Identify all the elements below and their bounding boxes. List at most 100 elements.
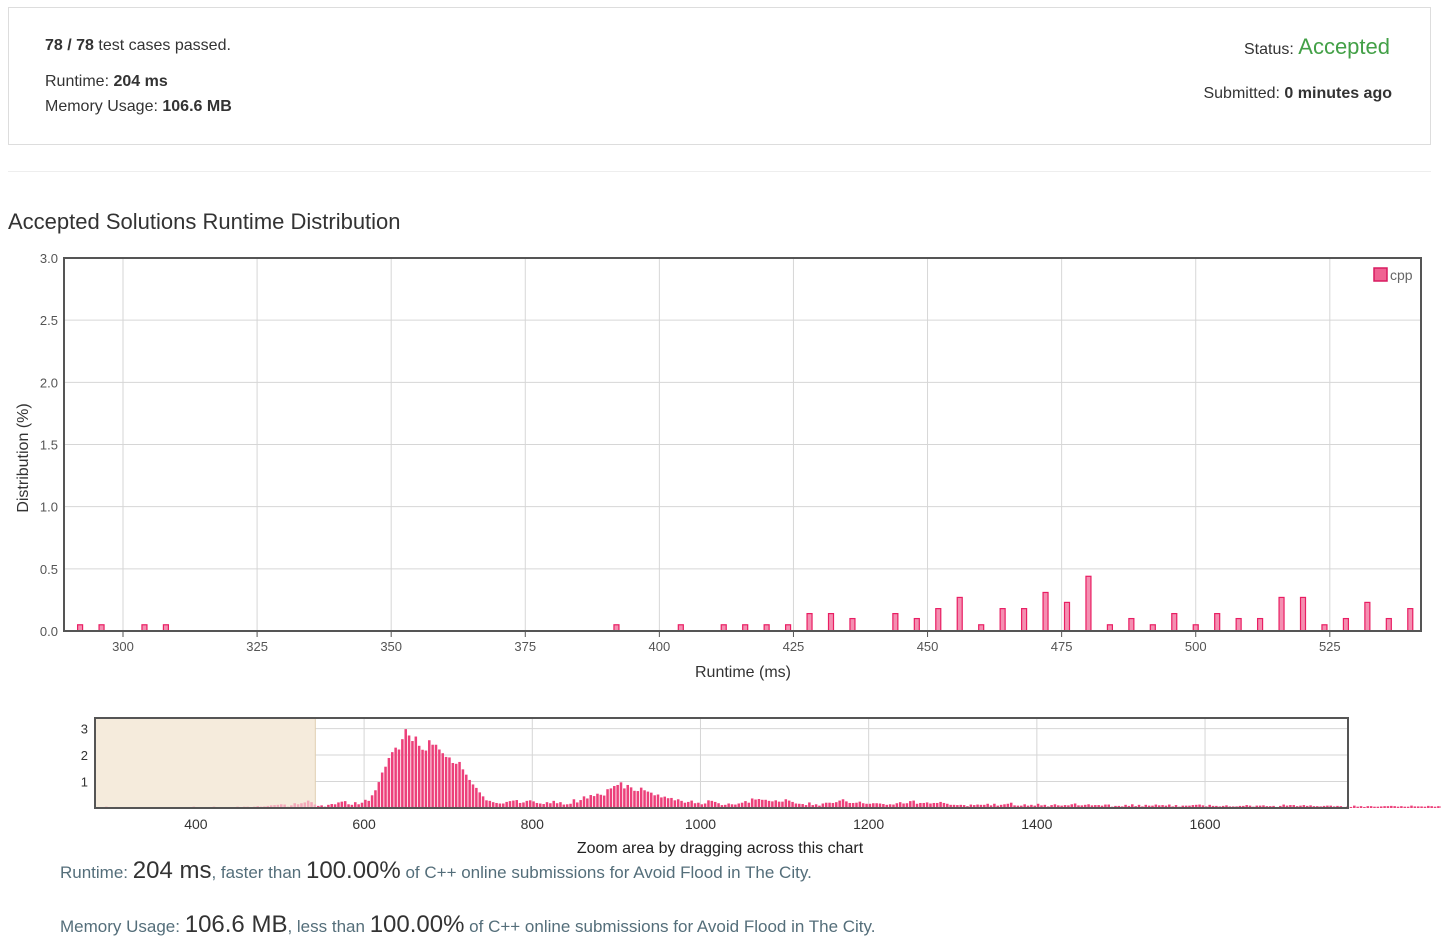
nav-bar bbox=[922, 802, 926, 808]
nav-bar bbox=[589, 795, 592, 808]
nav-bar bbox=[609, 788, 613, 808]
runtime-value: 204 ms bbox=[113, 73, 168, 90]
nav-bar bbox=[1305, 805, 1309, 808]
nav-bar bbox=[740, 802, 744, 808]
nav-bar bbox=[502, 803, 505, 808]
nav-bar bbox=[882, 804, 885, 808]
nav-bar bbox=[394, 747, 397, 808]
nav-bar bbox=[747, 802, 751, 808]
nav-bar bbox=[1336, 805, 1339, 808]
main-y-tick-label: 3.0 bbox=[40, 251, 58, 266]
nav-y-tick-label: 2 bbox=[81, 748, 88, 763]
nav-bar bbox=[680, 800, 683, 808]
nav-bar bbox=[650, 792, 653, 808]
nav-bar bbox=[629, 787, 633, 808]
nav-bar bbox=[1258, 805, 1262, 808]
nav-bar bbox=[518, 802, 522, 808]
nav-bar bbox=[1043, 804, 1047, 808]
nav-bar bbox=[1053, 804, 1057, 808]
nav-bar bbox=[1285, 805, 1289, 808]
nav-bar bbox=[1437, 806, 1440, 808]
nav-bar bbox=[818, 805, 821, 808]
nav-y-tick-label: 3 bbox=[81, 722, 88, 737]
submitted-value: 0 minutes ago bbox=[1284, 85, 1392, 102]
nav-bar bbox=[734, 804, 737, 808]
nav-bar bbox=[744, 801, 747, 808]
nav-bar bbox=[320, 805, 323, 808]
nav-bar bbox=[545, 802, 549, 808]
nav-bar bbox=[1009, 802, 1013, 808]
footer-runtime-tail: of C++ online submissions for Avoid Floo… bbox=[405, 863, 812, 882]
nav-bar bbox=[374, 790, 377, 808]
nav-bar bbox=[542, 804, 545, 808]
nav-bar bbox=[673, 800, 677, 808]
nav-bar bbox=[333, 804, 337, 808]
nav-bar bbox=[1020, 805, 1023, 808]
nav-bar bbox=[1016, 805, 1020, 808]
runtime-distribution-chart[interactable]: 300 325 350 375 400 425 450 475 500 525 0.0 0.5 1.0… bbox=[0, 0, 1441, 700]
nav-bar bbox=[774, 800, 778, 808]
nav-x-tick-label: 1600 bbox=[1189, 816, 1220, 832]
nav-bar bbox=[1117, 805, 1121, 808]
nav-bar bbox=[895, 803, 899, 808]
nav-x-tick-label: 400 bbox=[184, 816, 208, 832]
nav-bar bbox=[909, 801, 912, 808]
nav-bar bbox=[865, 803, 868, 808]
nav-bar bbox=[670, 797, 673, 808]
nav-bar bbox=[1359, 806, 1363, 808]
nav-bar bbox=[885, 804, 889, 808]
nav-bar bbox=[1030, 804, 1033, 808]
nav-bar bbox=[1423, 806, 1427, 808]
nav-bar bbox=[868, 803, 872, 808]
nav-bar bbox=[1104, 804, 1107, 808]
nav-bar bbox=[1107, 804, 1111, 808]
nav-bar bbox=[421, 749, 424, 808]
nav-bar bbox=[347, 804, 350, 808]
nav-bar bbox=[1353, 805, 1356, 808]
nav-bar bbox=[1248, 805, 1252, 808]
nav-bar bbox=[653, 795, 656, 808]
nav-bar bbox=[1114, 805, 1117, 808]
footer-memory-value: 106.6 MB bbox=[184, 911, 288, 938]
nav-bar bbox=[1013, 805, 1016, 808]
nav-bar bbox=[1326, 805, 1329, 808]
nav-bar bbox=[757, 799, 761, 808]
nav-bar bbox=[919, 802, 922, 808]
main-x-tick-label: 300 bbox=[112, 639, 134, 654]
nav-bar bbox=[1124, 804, 1127, 808]
nav-bar bbox=[787, 800, 791, 808]
memory-label: Memory Usage: bbox=[45, 98, 158, 115]
nav-bar bbox=[1282, 804, 1285, 808]
nav-bar bbox=[1157, 805, 1161, 808]
nav-bar bbox=[808, 802, 811, 808]
status-value: Accepted bbox=[1298, 34, 1390, 59]
nav-bar bbox=[656, 794, 660, 808]
nav-bar bbox=[434, 744, 438, 808]
nav-bar bbox=[592, 796, 596, 808]
legend[interactable]: cpp bbox=[1373, 267, 1413, 283]
main-x-tick-label: 375 bbox=[514, 639, 536, 654]
nav-x-tick-label: 800 bbox=[521, 816, 545, 832]
nav-bar bbox=[1154, 804, 1158, 808]
nav-bar bbox=[1430, 806, 1433, 808]
footer-memory-tail: of C++ online submissions for Avoid Floo… bbox=[469, 917, 876, 936]
nav-bar bbox=[273, 805, 276, 808]
nav-bar bbox=[465, 774, 468, 808]
main-x-tick-label: 350 bbox=[380, 639, 402, 654]
nav-bar bbox=[1329, 805, 1333, 808]
nav-bar bbox=[1413, 806, 1417, 808]
nav-bar bbox=[606, 789, 609, 808]
nav-bar bbox=[303, 802, 307, 808]
nav-bar bbox=[814, 804, 818, 808]
nav-bar bbox=[1427, 805, 1430, 808]
zoom-selection-area[interactable] bbox=[94, 717, 316, 809]
nav-bar bbox=[290, 805, 293, 808]
nav-bar bbox=[1083, 804, 1087, 808]
nav-bar bbox=[717, 803, 720, 808]
nav-bar bbox=[317, 805, 320, 808]
nav-x-tick-label: 1200 bbox=[853, 816, 884, 832]
nav-bar bbox=[1433, 806, 1437, 808]
nav-bar bbox=[811, 805, 815, 808]
nav-bar bbox=[327, 804, 330, 808]
